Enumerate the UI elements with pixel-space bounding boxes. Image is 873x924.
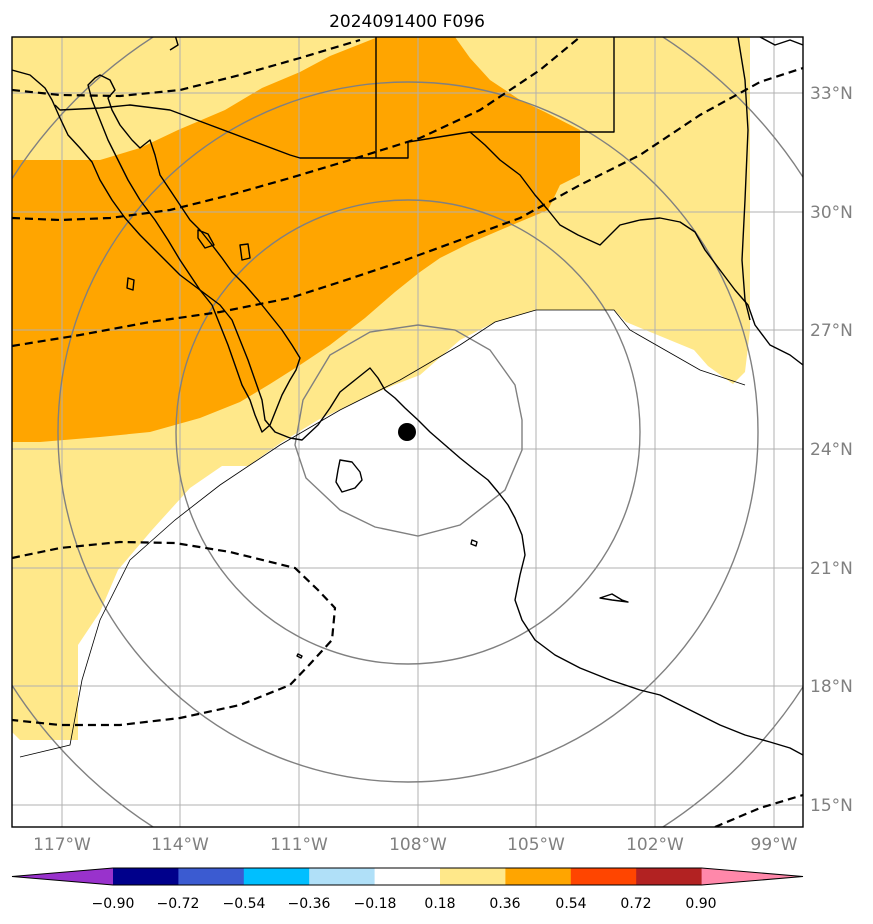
colorbar-segment xyxy=(374,868,441,885)
storm-center-marker xyxy=(398,423,416,441)
colorbar-tick-label: 0.36 xyxy=(489,896,520,912)
lon-tick-label: 108°W xyxy=(389,835,447,855)
lat-tick-label: 27°N xyxy=(810,321,853,341)
rio-grande-border xyxy=(737,37,751,321)
lat-tick-label: 15°N xyxy=(810,796,853,816)
island-revillagigedo xyxy=(599,593,629,603)
lat-tick-labels: 33°N 30°N 27°N 24°N 21°N 18°N 15°N xyxy=(810,84,853,816)
gulf-east-coast xyxy=(169,37,803,366)
baja-coast xyxy=(87,74,301,433)
dashed-contour-3 xyxy=(12,66,803,348)
map-area xyxy=(12,37,803,827)
dashed-contours xyxy=(12,37,803,827)
range-ring-2 xyxy=(175,199,641,665)
lon-tick-label: 102°W xyxy=(626,835,684,855)
colorbar-outline xyxy=(11,867,804,886)
colorbar-segment xyxy=(636,868,703,885)
colorbar-tick-label: −0.72 xyxy=(157,896,200,912)
map-frame xyxy=(11,36,804,828)
us-mexico-border xyxy=(54,37,615,159)
colorbar-segment xyxy=(243,868,310,885)
colorbar-segment xyxy=(505,868,572,885)
colorbar-tick-label: 0.90 xyxy=(685,896,716,912)
colorbar-tick-label: −0.18 xyxy=(354,896,397,912)
colorbar xyxy=(11,867,804,886)
range-ring-1 xyxy=(294,324,523,537)
mainland-coast xyxy=(12,69,803,756)
gridlines xyxy=(12,37,803,827)
lon-tick-label: 117°W xyxy=(33,835,91,855)
lat-tick-label: 30°N xyxy=(810,203,853,223)
island-tiburon xyxy=(197,229,215,249)
colorbar-segment xyxy=(440,868,506,885)
island-angel xyxy=(239,243,251,261)
lon-tick-label: 105°W xyxy=(507,835,565,855)
lon-tick-labels: 117°W 114°W 111°W 108°W 105°W 102°W 99°W xyxy=(33,835,798,855)
colorbar-segment xyxy=(178,868,245,885)
dashed-contour-5 xyxy=(714,793,803,827)
colorbar-extend-min xyxy=(12,868,113,885)
dashed-contour-2 xyxy=(12,37,581,222)
island-marias xyxy=(470,539,478,547)
texas-coast xyxy=(759,37,803,46)
colorbar-segment xyxy=(570,868,637,885)
lat-tick-label: 21°N xyxy=(810,559,853,579)
colorbar-segment xyxy=(309,868,376,885)
lat-tick-label: 24°N xyxy=(810,440,853,460)
colorbar-tick-label: 0.18 xyxy=(424,896,455,912)
colorbar-tick-label: 0.54 xyxy=(555,896,586,912)
coastlines xyxy=(12,37,803,756)
lon-tick-label: 114°W xyxy=(151,835,209,855)
dashed-contour-4 xyxy=(12,540,337,727)
lat-tick-label: 18°N xyxy=(810,677,853,697)
colorbar-extend-max xyxy=(701,868,803,885)
colorbar-tick-label: −0.90 xyxy=(92,896,135,912)
island-small-1 xyxy=(296,653,303,659)
lat-tick-label: 33°N xyxy=(810,84,853,104)
island-cedros xyxy=(126,277,135,291)
colorbar-segment xyxy=(113,868,179,885)
lon-tick-label: 99°W xyxy=(751,835,798,855)
shading-orange xyxy=(12,37,580,442)
island-cerralvo xyxy=(335,459,363,493)
colorbar-tick-label: −0.36 xyxy=(288,896,331,912)
map-title: 2024091400 F096 xyxy=(329,12,485,32)
colorbar-tick-label: 0.72 xyxy=(620,896,651,912)
colorbar-tick-label: −0.54 xyxy=(223,896,266,912)
colorbar-tick-labels: −0.90 −0.72 −0.54 −0.36 −0.18 0.18 0.36 … xyxy=(92,896,717,912)
thin-boundary-line xyxy=(19,309,746,758)
range-ring-3 xyxy=(57,81,759,783)
lon-tick-label: 111°W xyxy=(270,835,328,855)
dashed-contour-1 xyxy=(12,38,361,98)
range-rings xyxy=(12,37,803,827)
